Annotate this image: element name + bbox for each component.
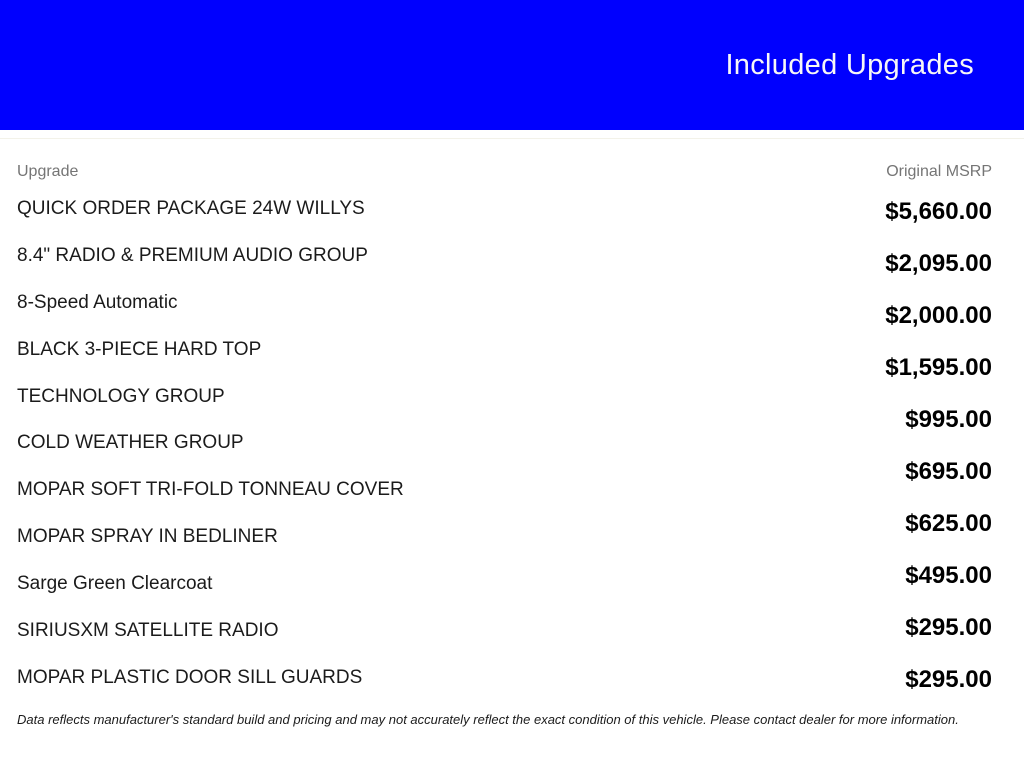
table-column-headers: Upgrade Original MSRP [0,162,1024,181]
upgrade-price: $2,000.00 [885,302,992,329]
upgrade-price: $495.00 [905,562,992,589]
upgrade-name: 8.4" RADIO & PREMIUM AUDIO GROUP [17,244,368,266]
upgrade-name: SIRIUSXM SATELLITE RADIO [17,620,279,642]
upgrade-name: Sarge Green Clearcoat [17,573,213,595]
upgrade-price-column: $5,660.00 $2,095.00 $2,000.00 $1,595.00 … [885,186,992,706]
upgrade-price: $5,660.00 [885,198,992,225]
upgrade-name: MOPAR PLASTIC DOOR SILL GUARDS [17,666,363,688]
hero-banner: Included Upgrades [0,0,1024,130]
upgrade-price: $995.00 [905,406,992,433]
page-title: Included Upgrades [725,48,974,81]
upgrade-name: BLACK 3-PIECE HARD TOP [17,338,262,360]
upgrade-name: MOPAR SOFT TRI-FOLD TONNEAU COVER [17,479,404,501]
upgrade-name: MOPAR SPRAY IN BEDLINER [17,526,278,548]
upgrade-name: TECHNOLOGY GROUP [17,385,225,407]
pricing-disclaimer: Data reflects manufacturer's standard bu… [17,712,959,727]
upgrade-name-column: QUICK ORDER PACKAGE 24W WILLYS 8.4" RADI… [17,186,885,706]
column-header-msrp: Original MSRP [886,163,992,180]
upgrade-price: $695.00 [905,458,992,485]
upgrades-table: QUICK ORDER PACKAGE 24W WILLYS 8.4" RADI… [0,186,1024,706]
upgrade-price: $295.00 [905,666,992,693]
upgrade-price: $625.00 [905,510,992,537]
upgrade-price: $1,595.00 [885,354,992,381]
upgrade-price: $2,095.00 [885,250,992,277]
upgrade-name: QUICK ORDER PACKAGE 24W WILLYS [17,198,365,219]
content-divider [0,138,1024,139]
upgrade-price: $295.00 [905,614,992,641]
upgrade-name: 8-Speed Automatic [17,291,178,313]
upgrade-name: COLD WEATHER GROUP [17,432,244,454]
column-header-upgrade: Upgrade [17,163,79,180]
